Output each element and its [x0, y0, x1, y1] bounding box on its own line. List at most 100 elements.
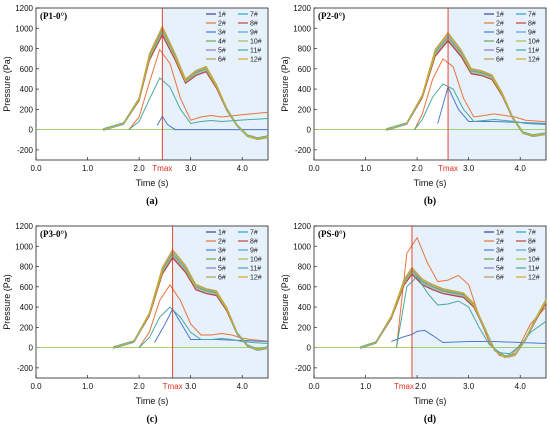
y-axis-label: Pressure (Pa): [2, 56, 12, 112]
y-tick-label: 800: [298, 45, 312, 54]
series-line-2#: [414, 58, 547, 130]
x-tick-label: 1.0: [360, 164, 372, 173]
legend-label: 5#: [218, 266, 226, 273]
legend-label: 9#: [250, 30, 258, 37]
panel-title: (P1-0°): [40, 11, 67, 21]
panel-caption: (a): [146, 196, 158, 207]
series-line-12#: [386, 33, 547, 137]
chart-panel-1: -200 0 200 400 600 800 1000 1200 0.0 1.0 2.0 3.0 4.0…: [2, 4, 269, 207]
legend-label: 7#: [250, 230, 258, 237]
y-axis-label: Pressure (Pa): [2, 274, 12, 330]
legend-label: 3#: [218, 248, 226, 255]
plot-frame: [313, 7, 547, 161]
x-tick-label: 2.0: [412, 164, 424, 173]
legend-label: 2#: [218, 21, 226, 28]
x-axis-label: Time (s): [136, 178, 169, 188]
y-tick-label: 1000: [15, 24, 33, 33]
legend-label: 10#: [528, 257, 540, 264]
panel-caption: (c): [146, 414, 157, 425]
panel-caption: (d): [424, 414, 436, 425]
y-tick-label: 1200: [15, 4, 33, 13]
y-tick-label: 0: [29, 344, 34, 353]
x-tick-label: 1.0: [82, 164, 94, 173]
x-axis-label: Time (s): [414, 178, 447, 188]
legend-label: 4#: [218, 39, 226, 46]
legend-label: 8#: [528, 21, 536, 28]
legend-label: 1#: [496, 230, 504, 237]
legend-label: 11#: [250, 266, 261, 273]
series-line-3#: [156, 115, 268, 131]
y-tick-label: 0: [307, 126, 312, 135]
x-tick-label: 0.0: [30, 382, 42, 391]
x-tick-label: 2.0: [134, 164, 146, 173]
y-tick-label: 200: [20, 323, 34, 332]
legend-label: 8#: [250, 21, 258, 28]
y-tick-label: -200: [17, 146, 34, 155]
chart-panel-3: -200 0 200 400 600 800 1000 1200 0.0 1.0 2.0 3.0 4.0…: [2, 222, 269, 425]
x-tick-label: 3.0: [185, 382, 197, 391]
y-tick-label: 1000: [293, 242, 311, 251]
x-tick-label: 3.0: [463, 164, 475, 173]
x-tick-label: 3.0: [463, 382, 475, 391]
panel-title: (P2-0°): [318, 11, 345, 21]
y-tick-label: -200: [295, 364, 312, 373]
legend-label: 7#: [528, 230, 536, 237]
x-tick-label: 4.0: [237, 164, 249, 173]
y-tick-label: 200: [298, 105, 312, 114]
legend-label: 12#: [528, 275, 540, 282]
legend-label: 10#: [528, 39, 540, 46]
series-line-12#: [360, 267, 547, 358]
legend-label: 1#: [496, 12, 504, 19]
legend-label: 3#: [496, 30, 504, 37]
legend-label: 11#: [528, 266, 539, 273]
legend-label: 4#: [218, 257, 226, 264]
y-tick-label: 200: [298, 323, 312, 332]
chart-panel-4: -200 0 200 400 600 800 1000 1200 0.0 1.0 3.0 4.0 Tma…: [280, 222, 547, 425]
series-line-11#: [138, 306, 269, 348]
legend-label: 4#: [496, 39, 504, 46]
y-tick-label: 800: [20, 45, 34, 54]
y-axis-label: Pressure (Pa): [280, 56, 290, 112]
series-line-12#: [102, 26, 269, 140]
y-tick-label: 600: [20, 65, 34, 74]
x-tick-label: 1.0: [360, 382, 372, 391]
y-tick-label: 200: [20, 105, 34, 114]
legend-label: 8#: [250, 239, 258, 246]
legend-label: 1#: [218, 230, 226, 237]
legend-label: 12#: [250, 275, 262, 282]
y-tick-label: 800: [298, 263, 312, 272]
series-line-2#: [128, 48, 269, 130]
x-axis-label: Time (s): [136, 396, 169, 406]
legend-label: 4#: [496, 257, 504, 264]
legend-label: 11#: [528, 48, 539, 55]
y-axis-label: Pressure (Pa): [280, 274, 290, 330]
x-tick-label: 0.0: [308, 382, 320, 391]
legend-label: 9#: [528, 30, 536, 37]
legend-label: 3#: [218, 30, 226, 37]
panel-title: (P3-0°): [40, 229, 67, 239]
x-tick-label: 4.0: [237, 382, 249, 391]
y-tick-label: -200: [17, 364, 34, 373]
y-tick-label: 0: [29, 126, 34, 135]
x-tick-label: 1.0: [82, 382, 94, 391]
y-tick-label: 600: [20, 283, 34, 292]
y-tick-label: 0: [307, 344, 312, 353]
x-tick-label: 4.0: [515, 382, 527, 391]
y-tick-label: 1200: [293, 222, 311, 231]
y-tick-label: 600: [298, 65, 312, 74]
legend-label: 3#: [496, 248, 504, 255]
legend-label: 10#: [250, 39, 262, 46]
legend-label: 1#: [218, 12, 226, 19]
chart-panel-2: -200 0 200 400 600 800 1000 1200 0.0 1.0 2.0 3.0 4.0…: [280, 4, 547, 207]
legend-label: 5#: [218, 48, 226, 55]
legend-label: 2#: [496, 239, 504, 246]
x-tick-label: 2.0: [415, 382, 427, 391]
legend-label: 6#: [218, 57, 226, 64]
legend-label: 6#: [496, 57, 504, 64]
x-tick-label: 0.0: [308, 164, 320, 173]
legend-label: 9#: [250, 248, 258, 255]
y-tick-label: -200: [295, 146, 312, 155]
plot-frame: [35, 7, 269, 161]
series-line-12#: [113, 249, 269, 351]
